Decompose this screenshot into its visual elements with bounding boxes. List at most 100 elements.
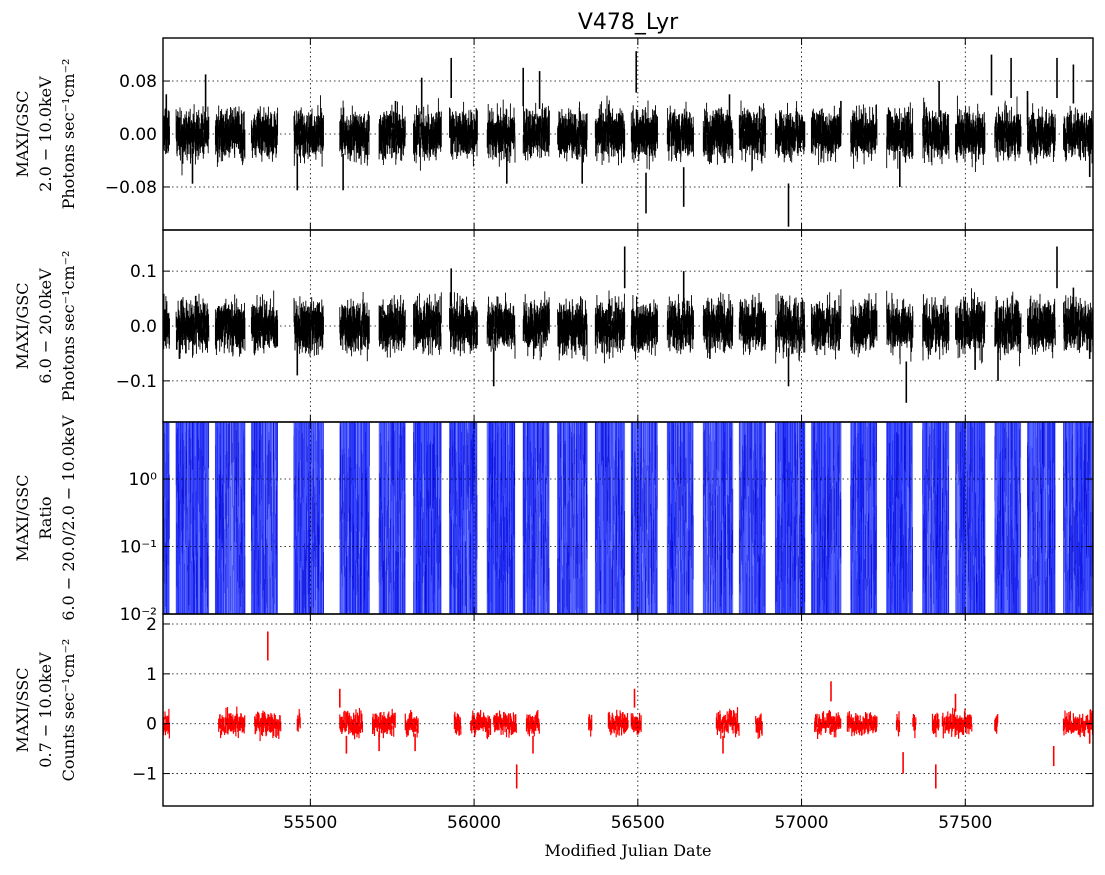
series-segment bbox=[895, 711, 901, 737]
series-ssc_07_10 bbox=[163, 631, 1093, 789]
y-tick-label: −0.1 bbox=[116, 372, 157, 392]
series-segment bbox=[588, 714, 593, 737]
series-segment bbox=[293, 95, 324, 167]
series-segment bbox=[630, 295, 658, 360]
series-segment bbox=[1063, 105, 1093, 164]
series-segment bbox=[413, 292, 442, 356]
y-axis-label-line: MAXI/GSC bbox=[13, 282, 32, 369]
series-segment bbox=[666, 101, 694, 163]
panel-gsc_ratio: 10⁰ 10⁻¹ 10⁻² MAXI/GSC Ratio 6.0 − 20.0/2.0 −… bbox=[13, 415, 1094, 625]
series-segment bbox=[486, 292, 516, 361]
series-segment bbox=[522, 291, 550, 361]
panel-gsc_6_20: 0.1 0.0 −0.1 MAXI/GSC 6.0 − 20.0keV Photons s… bbox=[13, 229, 1094, 423]
series-segment bbox=[702, 292, 734, 358]
series-segment bbox=[250, 106, 279, 162]
x-tick-label: 56000 bbox=[447, 813, 501, 833]
series-segment bbox=[404, 710, 419, 738]
y-axis-label-line: 0.7 − 10.0keV bbox=[36, 652, 55, 768]
x-tick-label: 55500 bbox=[283, 813, 337, 833]
series-gsc_ratio bbox=[163, 422, 1093, 614]
y-axis-label-line: Photons sec⁻¹cm⁻² bbox=[59, 251, 78, 402]
series-segment bbox=[493, 710, 517, 738]
series-segment bbox=[254, 710, 282, 742]
panel-ssc_07_10: 2 1 0 −1 MAXI/SSC 0.7 − 10.0keV Counts sec⁻¹cm… bbox=[13, 613, 1094, 833]
y-axis-label-line: MAXI/GSC bbox=[13, 90, 32, 177]
series-segment bbox=[214, 294, 246, 357]
series-segment bbox=[486, 99, 516, 167]
series-segment bbox=[525, 710, 540, 737]
x-tick-label: 57500 bbox=[938, 813, 992, 833]
series-segment bbox=[339, 708, 363, 740]
y-tick-label: −0.08 bbox=[105, 178, 157, 198]
series-segment bbox=[449, 101, 478, 167]
series-segment bbox=[850, 293, 878, 358]
y-tick-label: 2 bbox=[146, 615, 157, 635]
series-gsc_6_20 bbox=[163, 246, 1093, 403]
series-segment bbox=[738, 100, 766, 172]
series-segment bbox=[1027, 101, 1056, 166]
series-segment bbox=[774, 293, 806, 364]
chart-title: V478_Lyr bbox=[578, 10, 679, 35]
series-segment bbox=[922, 97, 950, 166]
series-segment bbox=[630, 100, 658, 170]
series-segment bbox=[755, 713, 763, 739]
y-tick-label: 0.00 bbox=[119, 125, 157, 145]
series-segment bbox=[339, 100, 370, 166]
y-tick-label: 10⁰ bbox=[129, 470, 158, 490]
series-segment bbox=[738, 293, 766, 355]
series-segment bbox=[715, 707, 740, 739]
series-segment bbox=[810, 289, 842, 360]
series-segment bbox=[702, 102, 734, 165]
y-axis-label-line: 2.0 − 10.0keV bbox=[36, 76, 55, 192]
y-tick-label: 0.08 bbox=[119, 72, 157, 92]
series-segment bbox=[922, 294, 950, 361]
series-segment bbox=[372, 708, 396, 740]
series-segment bbox=[163, 293, 170, 350]
series-segment bbox=[994, 96, 1022, 163]
series-segment bbox=[955, 288, 986, 364]
series-segment bbox=[607, 709, 629, 738]
series-segment bbox=[810, 105, 842, 165]
y-axis-label-line: Counts sec⁻¹cm⁻² bbox=[59, 639, 78, 782]
series-segment bbox=[449, 292, 478, 357]
series-segment bbox=[557, 101, 588, 163]
series-segment bbox=[886, 102, 914, 169]
series-segment bbox=[378, 101, 406, 165]
series-segment bbox=[413, 98, 442, 171]
y-tick-label: 1 bbox=[146, 665, 157, 685]
y-axis-label-line: 6.0 − 20.0/2.0 − 10.0keV bbox=[59, 415, 78, 621]
series-segment bbox=[1062, 709, 1093, 738]
y-tick-label: 10⁻² bbox=[120, 605, 157, 625]
series-segment bbox=[557, 296, 588, 362]
series-segment bbox=[774, 101, 806, 163]
x-axis-label: Modified Julian Date bbox=[545, 841, 712, 860]
series-segment bbox=[1063, 295, 1093, 353]
series-gsc_2_10 bbox=[163, 51, 1093, 227]
series-segment bbox=[666, 294, 694, 355]
y-tick-label: 0.0 bbox=[130, 317, 157, 337]
series-segment bbox=[886, 290, 914, 365]
series-segment bbox=[594, 95, 626, 166]
y-axis-label-line: Ratio bbox=[36, 496, 55, 539]
series-segment bbox=[522, 102, 550, 161]
y-tick-label: 10⁻¹ bbox=[120, 538, 157, 558]
series-segment bbox=[296, 709, 301, 732]
series-segment bbox=[470, 709, 492, 740]
series-segment bbox=[218, 706, 246, 739]
series-segment bbox=[594, 290, 626, 364]
y-tick-label: 0.1 bbox=[130, 262, 157, 282]
series-segment bbox=[931, 712, 940, 738]
series-segment bbox=[814, 710, 842, 739]
series-segment bbox=[850, 104, 878, 169]
panel-gsc_2_10: 0.08 0.00 −0.08 MAXI/GSC 2.0 − 10.0keV Photon… bbox=[13, 37, 1094, 231]
y-axis-label-line: Photons sec⁻¹cm⁻² bbox=[59, 59, 78, 210]
series-segment bbox=[214, 105, 246, 167]
x-tick-label: 57000 bbox=[775, 813, 829, 833]
series-segment bbox=[339, 292, 370, 362]
series-segment bbox=[378, 295, 406, 358]
y-axis-label-line: MAXI/GSC bbox=[13, 474, 32, 561]
series-segment bbox=[941, 707, 973, 739]
